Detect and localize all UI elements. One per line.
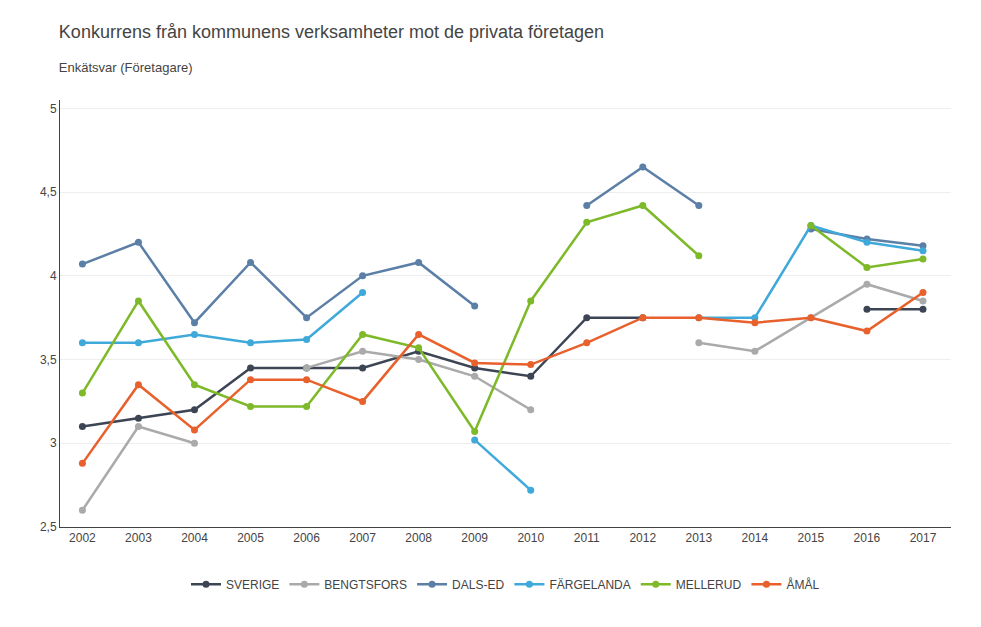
svg-text:2012: 2012 [629,531,656,545]
svg-text:3: 3 [50,436,57,450]
svg-text:2004: 2004 [181,531,208,545]
svg-text:2008: 2008 [405,531,432,545]
svg-text:2006: 2006 [293,531,320,545]
svg-text:2017: 2017 [910,531,937,545]
svg-text:2015: 2015 [798,531,825,545]
svg-text:4,5: 4,5 [40,185,57,199]
svg-text:Konkurrens från kommunens verk: Konkurrens från kommunens verksamheter m… [59,22,604,42]
svg-text:2005: 2005 [237,531,264,545]
svg-text:2,5: 2,5 [40,520,57,534]
svg-text:FÄRGELANDA: FÄRGELANDA [549,578,630,592]
svg-text:BENGTSFORS: BENGTSFORS [324,578,407,592]
svg-text:3,5: 3,5 [40,353,57,367]
svg-text:SVERIGE: SVERIGE [226,578,279,592]
svg-text:MELLERUD: MELLERUD [676,578,742,592]
svg-text:2009: 2009 [461,531,488,545]
svg-text:2002: 2002 [69,531,96,545]
svg-text:2003: 2003 [125,531,152,545]
svg-text:2016: 2016 [854,531,881,545]
svg-text:ÅMÅL: ÅMÅL [786,577,819,592]
svg-text:2007: 2007 [349,531,376,545]
svg-text:DALS-ED: DALS-ED [452,578,504,592]
svg-text:Enkätsvar (Företagare): Enkätsvar (Företagare) [59,60,193,75]
svg-text:2014: 2014 [742,531,769,545]
svg-text:5: 5 [50,102,57,116]
svg-text:2013: 2013 [685,531,712,545]
svg-text:4: 4 [50,269,57,283]
svg-text:2010: 2010 [517,531,544,545]
svg-text:2011: 2011 [574,531,600,545]
